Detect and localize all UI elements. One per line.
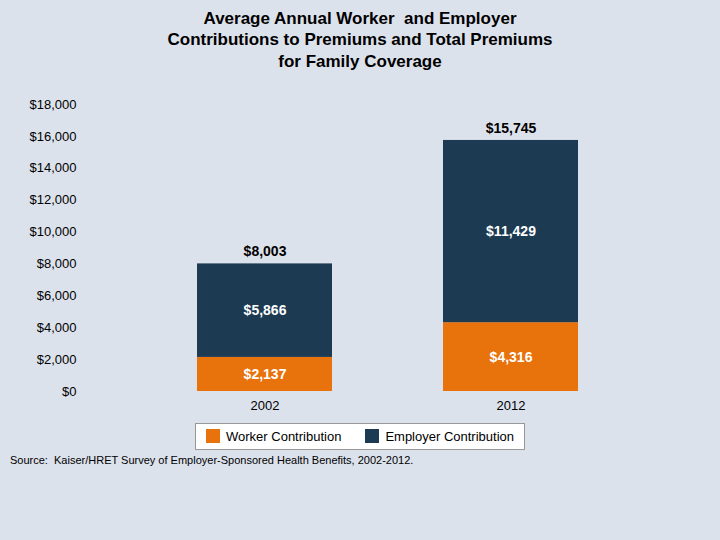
- svg-text:$4,316: $4,316: [490, 348, 533, 364]
- html-text:Source: Kaiser/HRET Survey of: Source: Kaiser/HRET Survey of Employer-S…: [10, 453, 414, 466]
- svg-text:$8,003: $8,003: [244, 243, 287, 259]
- html-text:Employer Contribution: Employer Contribution: [385, 428, 514, 444]
- svg-text:$0: $0: [62, 383, 76, 398]
- svg-text:$15,745: $15,745: [486, 120, 537, 136]
- html-text:Worker Contribution: Worker Contribution: [226, 428, 342, 444]
- svg-text:$10,000: $10,000: [30, 224, 77, 239]
- html-text:Average Annual Worker and Empl: Average Annual Worker and Employer Contr…: [167, 9, 553, 71]
- svg-text:$11,429: $11,429: [486, 223, 536, 239]
- svg-text:$2,000: $2,000: [37, 352, 77, 367]
- svg-text:$5,866: $5,866: [244, 302, 287, 318]
- svg-text:$2,137: $2,137: [244, 366, 287, 382]
- svg-text:$4,000: $4,000: [37, 320, 77, 335]
- svg-text:$12,000: $12,000: [30, 192, 77, 207]
- svg-text:$14,000: $14,000: [30, 160, 77, 175]
- svg-text:$8,000: $8,000: [37, 256, 77, 271]
- svg-text:$16,000: $16,000: [30, 128, 77, 143]
- svg-text:2002: 2002: [251, 397, 280, 412]
- svg-text:$18,000: $18,000: [30, 96, 77, 111]
- svg-text:2012: 2012: [497, 397, 526, 412]
- svg-text:$6,000: $6,000: [37, 288, 77, 303]
